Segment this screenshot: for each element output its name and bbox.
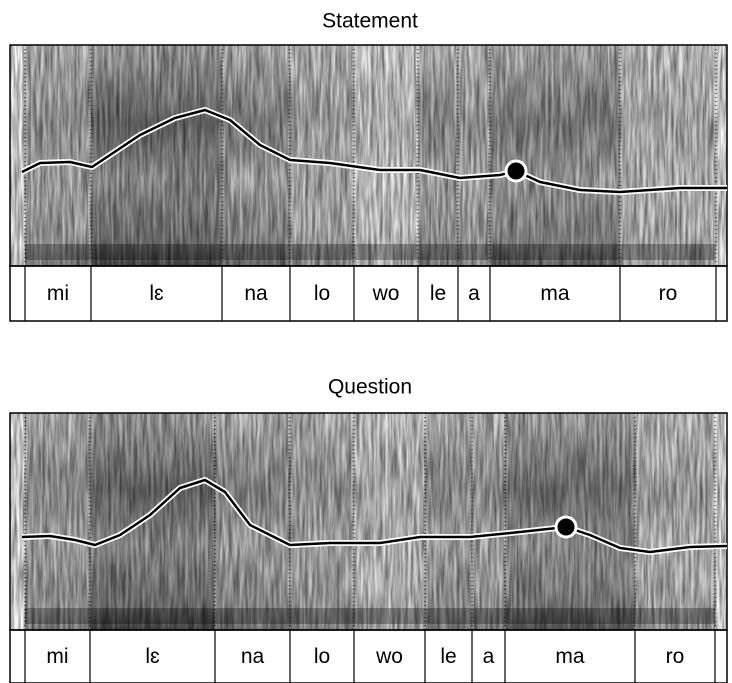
syllable-label: na <box>244 282 268 305</box>
syllable-label: wo <box>372 282 400 305</box>
panel-title: Statement <box>322 10 418 33</box>
syllable-label: ro <box>666 645 685 668</box>
syllable-label: lo <box>314 645 330 668</box>
syllable-label: ro <box>659 282 678 305</box>
pitch-contour <box>21 478 728 554</box>
syllable-label: mi <box>47 282 69 305</box>
syllable-label: lo <box>314 282 330 305</box>
pitch-peak <box>554 515 578 539</box>
syllable-label: a <box>483 645 495 668</box>
syllable-label: le <box>440 645 456 668</box>
panel-title: Question <box>328 376 412 399</box>
syllable-label: mi <box>46 645 68 668</box>
syllable-label: lɛ <box>145 645 160 668</box>
syllable-label: wo <box>375 645 403 668</box>
syllable-label: le <box>430 282 446 305</box>
pitch-peak <box>504 159 528 183</box>
tier-frame <box>9 265 728 322</box>
pitch-contour <box>21 108 727 194</box>
syllable-label: lɛ <box>149 282 164 305</box>
spectrogram-noise <box>10 45 727 266</box>
syllable-label: ma <box>555 645 584 668</box>
spectrogram-noise <box>10 413 727 630</box>
spectrogram-floor <box>25 608 715 624</box>
tier-frame <box>9 629 728 683</box>
syllable-label: na <box>241 645 265 668</box>
syllable-label: ma <box>540 282 569 305</box>
spectrogram-floor <box>25 244 715 260</box>
syllable-label: a <box>468 282 480 305</box>
spectrogram <box>10 45 727 266</box>
spectrogram <box>10 413 727 630</box>
